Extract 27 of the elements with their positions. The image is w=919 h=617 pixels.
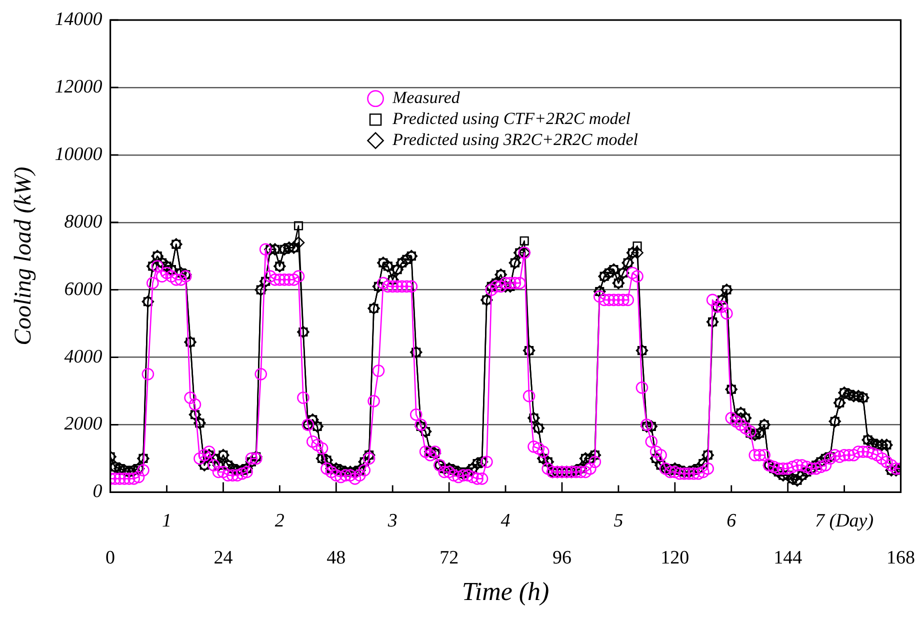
x-axis-title: Time (h) bbox=[462, 577, 550, 606]
x-tick-label: 24 bbox=[214, 547, 234, 568]
y-tick-label: 14000 bbox=[54, 9, 103, 30]
x2-tick-label: 3 bbox=[386, 510, 398, 532]
x2-tick-label: 2 bbox=[274, 510, 285, 532]
legend-label: Predicted using 3R2C+2R2C model bbox=[392, 130, 638, 150]
y-tick-label: 2000 bbox=[64, 414, 103, 435]
x-tick-label: 48 bbox=[326, 547, 346, 568]
x2-tick-label: 1 bbox=[162, 510, 172, 532]
y-tick-label: 6000 bbox=[64, 278, 103, 300]
y-tick-label: 10000 bbox=[54, 144, 103, 165]
y-axis-title: Cooling load (kW) bbox=[10, 166, 37, 346]
y-tick-label: 12000 bbox=[54, 76, 103, 98]
x-tick-label: 120 bbox=[660, 547, 690, 568]
legend-label: Measured bbox=[392, 88, 460, 108]
y-tick-label: 4000 bbox=[64, 346, 103, 368]
x-tick-label: 96 bbox=[552, 547, 572, 568]
x2-tick-label: 6 bbox=[726, 510, 737, 532]
x-tick-label: 168 bbox=[886, 547, 915, 568]
y-tick-label: 8000 bbox=[64, 211, 103, 232]
x2-tick-label: 5 bbox=[614, 510, 624, 532]
x-tick-label: 72 bbox=[440, 547, 459, 568]
x2-tick-label: 7 (Day) bbox=[815, 510, 874, 532]
y-tick-label: 0 bbox=[92, 481, 103, 502]
x2-tick-label: 4 bbox=[500, 510, 511, 532]
legend-label: Predicted using CTF+2R2C model bbox=[392, 109, 631, 128]
x-tick-label: 144 bbox=[774, 547, 803, 568]
